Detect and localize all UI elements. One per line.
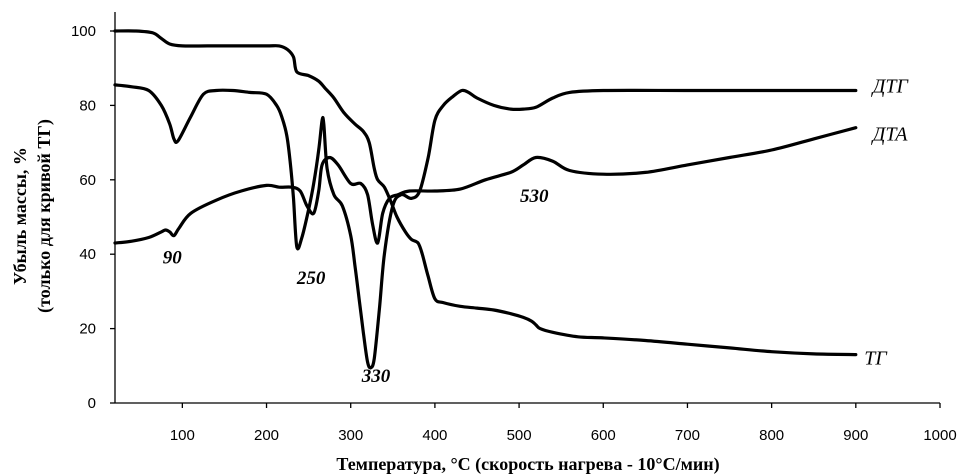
y-tick-label: 100 [71, 23, 96, 40]
axes [114, 12, 940, 404]
series-label: ДТА [871, 124, 909, 146]
series-line-1 [113, 29, 858, 357]
label-layer: ДТГ ДТА ТГ 90 250 330 530 [163, 75, 910, 387]
x-tick-label: 1000 [923, 427, 956, 444]
x-tick-label: 600 [591, 427, 616, 444]
y-tick-label: 0 [88, 395, 96, 412]
y-tick-label: 80 [79, 97, 96, 114]
peak-annotation: 90 [163, 248, 183, 269]
series-label: ТГ [864, 348, 888, 370]
peak-annotation: 330 [361, 366, 391, 387]
y-axis-subtitle: (только для кривой ТГ) [34, 119, 55, 313]
x-tick-label: 900 [843, 427, 868, 444]
peak-annotation: 250 [296, 268, 326, 289]
x-tick-label: 400 [422, 427, 447, 444]
y-tick-label: 60 [79, 172, 96, 189]
x-tick-label: 700 [675, 427, 700, 444]
x-ticks: 100 200 300 400 500 600 700 800 900 1000 [170, 403, 957, 444]
series-line-3 [113, 126, 858, 245]
peak-annotation: 530 [520, 186, 549, 207]
y-tick-label: 40 [79, 246, 96, 263]
y-tick-label: 20 [79, 321, 96, 338]
y-axis-title: Убыль массы, % [10, 147, 30, 285]
series-label: ДТГ [871, 75, 910, 97]
x-tick-label: 300 [338, 427, 363, 444]
y-ticks: 0 20 40 60 80 100 [71, 23, 115, 412]
x-tick-label: 200 [254, 427, 279, 444]
x-tick-label: 500 [507, 427, 532, 444]
x-tick-label: 800 [759, 427, 784, 444]
x-tick-label: 100 [170, 427, 195, 444]
series-line-2 [113, 83, 858, 370]
x-axis-title: Температура, °С (скорость нагрева - 10°С… [336, 454, 719, 475]
series-layer [113, 29, 858, 370]
